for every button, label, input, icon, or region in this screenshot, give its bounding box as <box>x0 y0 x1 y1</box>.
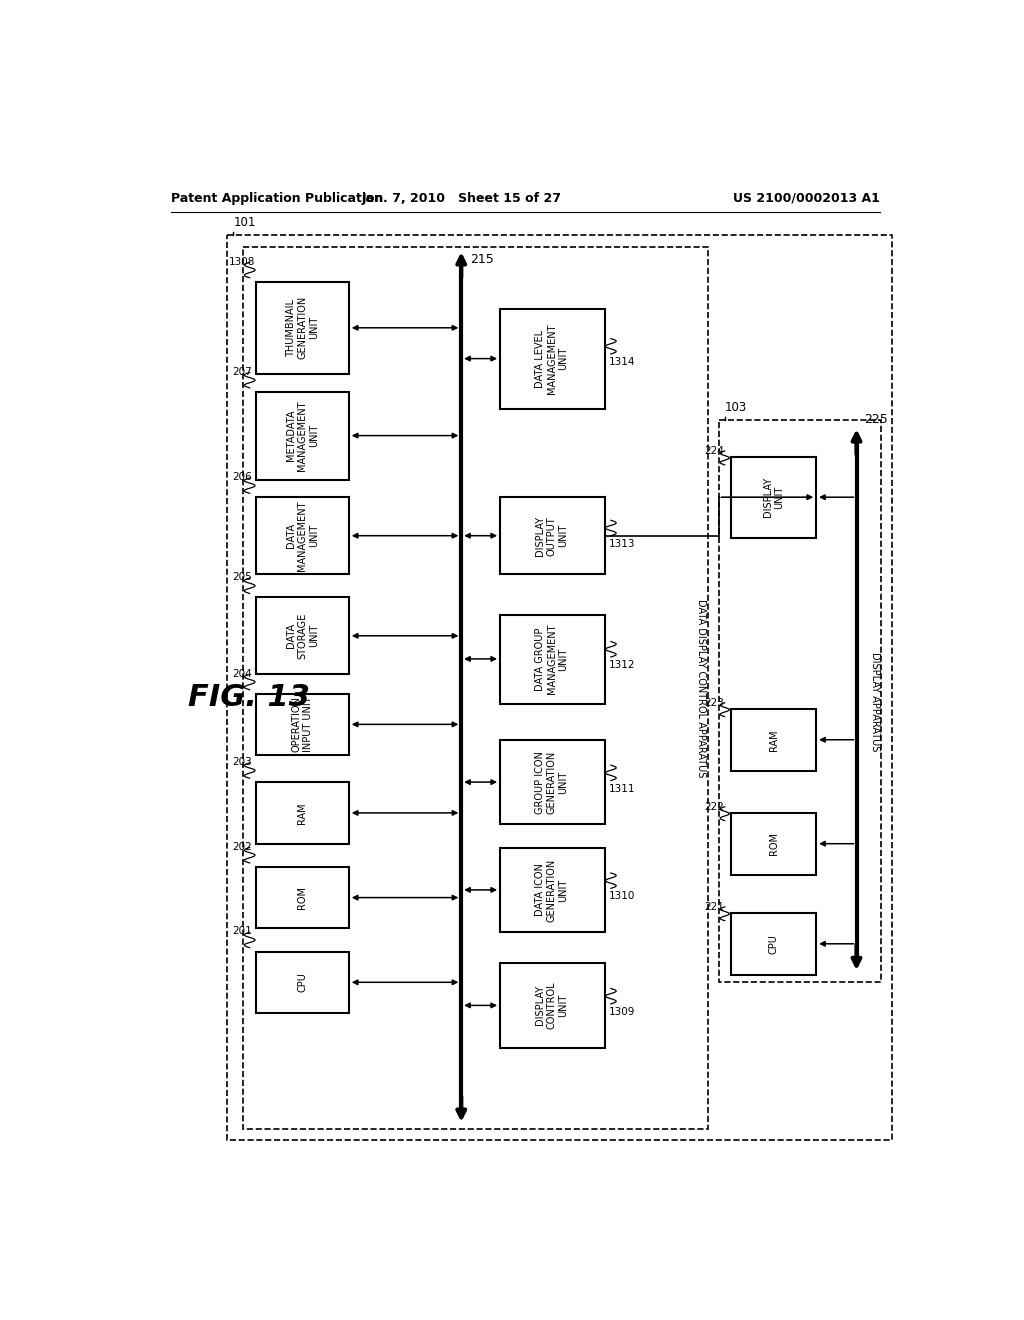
Bar <box>256 281 349 374</box>
Bar <box>500 615 604 704</box>
Text: RAM: RAM <box>769 729 778 751</box>
Text: 201: 201 <box>232 927 252 936</box>
Text: 215: 215 <box>471 253 495 267</box>
Text: 1309: 1309 <box>608 1007 635 1016</box>
Bar <box>500 847 604 932</box>
Text: CPU: CPU <box>769 933 778 954</box>
Text: ROM: ROM <box>297 886 307 909</box>
Text: US 2100/0002013 A1: US 2100/0002013 A1 <box>733 191 880 205</box>
Text: DISPLAY APPARATUS: DISPLAY APPARATUS <box>870 652 880 751</box>
Text: ROM: ROM <box>769 832 778 855</box>
Text: Jan. 7, 2010   Sheet 15 of 27: Jan. 7, 2010 Sheet 15 of 27 <box>361 191 561 205</box>
Text: 225: 225 <box>864 413 888 426</box>
Text: 202: 202 <box>232 842 252 851</box>
Bar <box>731 457 816 539</box>
Text: 1314: 1314 <box>608 358 635 367</box>
Bar <box>227 235 892 1140</box>
Bar <box>256 693 349 755</box>
Bar <box>256 781 349 843</box>
Bar <box>500 739 604 825</box>
Text: 1310: 1310 <box>608 891 635 902</box>
Text: CPU: CPU <box>297 973 307 993</box>
Bar <box>731 813 816 874</box>
Text: 103: 103 <box>725 401 746 414</box>
Bar <box>256 952 349 1014</box>
Bar <box>500 498 604 574</box>
Text: 1308: 1308 <box>228 256 255 267</box>
Text: THUMBNAIL
GENERATION
UNIT: THUMBNAIL GENERATION UNIT <box>286 296 318 359</box>
Text: 205: 205 <box>232 573 252 582</box>
Bar <box>500 309 604 409</box>
Bar <box>731 913 816 974</box>
Text: 1313: 1313 <box>608 539 635 549</box>
Text: DATA LEVEL
MANAGEMENT
UNIT: DATA LEVEL MANAGEMENT UNIT <box>536 323 568 393</box>
Text: DISPLAY
OUTPUT
UNIT: DISPLAY OUTPUT UNIT <box>536 516 568 556</box>
Bar <box>256 867 349 928</box>
Text: 207: 207 <box>232 367 252 376</box>
Text: DATA DISPLAY CONTROL APPARATUS: DATA DISPLAY CONTROL APPARATUS <box>696 598 707 777</box>
Text: 1312: 1312 <box>608 660 635 671</box>
Bar <box>256 498 349 574</box>
Text: 222: 222 <box>703 801 724 812</box>
Text: 203: 203 <box>232 758 252 767</box>
Text: 1311: 1311 <box>608 784 635 793</box>
Text: 101: 101 <box>233 216 256 230</box>
Bar <box>256 597 349 675</box>
Text: DATA
STORAGE
UNIT: DATA STORAGE UNIT <box>286 612 318 659</box>
Text: DATA GROUP
MANAGEMENT
UNIT: DATA GROUP MANAGEMENT UNIT <box>536 623 568 694</box>
Bar <box>243 247 708 1129</box>
Text: Patent Application Publication: Patent Application Publication <box>171 191 383 205</box>
Text: 206: 206 <box>232 473 252 482</box>
Text: RAM: RAM <box>297 803 307 824</box>
Text: GROUP ICON
GENERATION
UNIT: GROUP ICON GENERATION UNIT <box>536 751 568 813</box>
Bar <box>500 964 604 1048</box>
Text: FIG. 13: FIG. 13 <box>188 682 310 711</box>
Text: METADATA
MANAGEMENT
UNIT: METADATA MANAGEMENT UNIT <box>286 400 318 471</box>
Text: 221: 221 <box>703 902 724 912</box>
Text: DATA ICON
GENERATION
UNIT: DATA ICON GENERATION UNIT <box>536 858 568 921</box>
Text: DATA
MANAGEMENT
UNIT: DATA MANAGEMENT UNIT <box>286 500 318 572</box>
Text: OPERATION
INPUT UNIT: OPERATION INPUT UNIT <box>292 697 313 752</box>
Bar <box>719 420 882 982</box>
Text: 223: 223 <box>703 698 724 708</box>
Text: 224: 224 <box>703 446 724 455</box>
Bar <box>256 392 349 480</box>
Bar <box>731 709 816 771</box>
Text: 204: 204 <box>232 668 252 678</box>
Text: DISPLAY
CONTROL
UNIT: DISPLAY CONTROL UNIT <box>536 982 568 1030</box>
Text: DISPLAY
UNIT: DISPLAY UNIT <box>763 477 784 517</box>
